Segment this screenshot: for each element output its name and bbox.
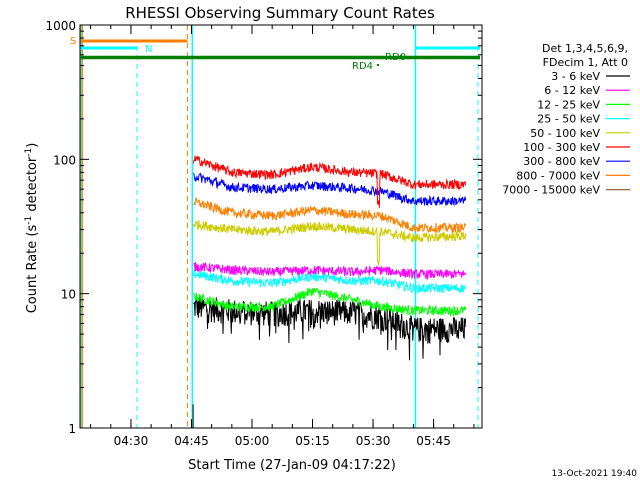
legend-entry-label: 800 - 7000 keV	[516, 169, 600, 182]
series-line-50-100-kev	[193, 220, 467, 266]
night-label: N	[145, 44, 152, 55]
legend-header: FDecim 1, Att 0	[543, 56, 628, 69]
plot-frame	[79, 24, 483, 429]
y-tick-label: 1000	[45, 19, 76, 33]
y-tick-label: 1	[68, 422, 76, 436]
legend-entry-label: 300 - 800 keV	[523, 155, 600, 168]
timestamp: 13-Oct-2021 19:40	[552, 469, 638, 479]
series-line-12-25-kev	[193, 287, 467, 318]
series-line-6-12-kev	[193, 261, 467, 281]
legend-entry-label: 3 - 6 keV	[551, 70, 600, 83]
x-axis: 04:30 04:45 05:00 05:15 05:30 05:45	[90, 25, 475, 448]
series-line-300-800-kev	[193, 172, 467, 206]
legend-entry-label: 50 - 100 keV	[530, 127, 600, 140]
flag-label-rd0: RD0	[385, 52, 406, 63]
legend-entry-label: 100 - 300 keV	[523, 141, 600, 154]
y-axis: 1 10 100 1000	[45, 19, 482, 436]
x-tick-label: 05:15	[295, 434, 330, 448]
series-line-100-300-kev	[193, 155, 467, 208]
legend-entry-label: 25 - 50 keV	[537, 113, 600, 126]
flag-dot	[400, 55, 402, 57]
legend-entry-label: 7000 - 15000 keV	[502, 184, 600, 197]
y-axis-label-end: )	[25, 143, 40, 148]
x-axis-label: Start Time (27-Jan-09 04:17:22)	[188, 458, 396, 473]
saa-label: S	[70, 36, 76, 47]
y-axis-label-sup1: -1	[24, 216, 34, 225]
x-tick-label: 05:00	[235, 434, 270, 448]
y-tick-label: 10	[61, 288, 76, 302]
flag-dot	[377, 64, 379, 66]
series-line-800-7000-kev	[193, 197, 467, 234]
chart-title: RHESSI Observing Summary Count Rates	[125, 4, 435, 22]
series-line-25-50-kev	[193, 269, 466, 294]
legend: Det 1,3,4,5,6,9,FDecim 1, Att 03 - 6 keV…	[502, 42, 630, 197]
legend-header: Det 1,3,4,5,6,9,	[542, 42, 628, 55]
y-axis-label-sup2: -1	[24, 148, 34, 157]
x-tick-label: 04:30	[114, 434, 149, 448]
y-tick-label: 100	[53, 153, 76, 167]
x-tick-label: 04:45	[174, 434, 209, 448]
x-tick-label: 05:30	[356, 434, 391, 448]
y-axis-label-main: Count Rate (s	[25, 225, 40, 314]
legend-entry-label: 6 - 12 keV	[544, 84, 600, 97]
orbit-markers: S N RD0 RD4	[70, 25, 480, 428]
flag-label-rd4: RD4	[352, 61, 373, 72]
legend-entry-label: 12 - 25 keV	[537, 98, 600, 111]
y-axis-label: Count Rate (s-1 detector-1)	[24, 143, 40, 314]
x-tick-label: 05:45	[416, 434, 451, 448]
y-axis-label-mid: detector	[25, 156, 40, 216]
